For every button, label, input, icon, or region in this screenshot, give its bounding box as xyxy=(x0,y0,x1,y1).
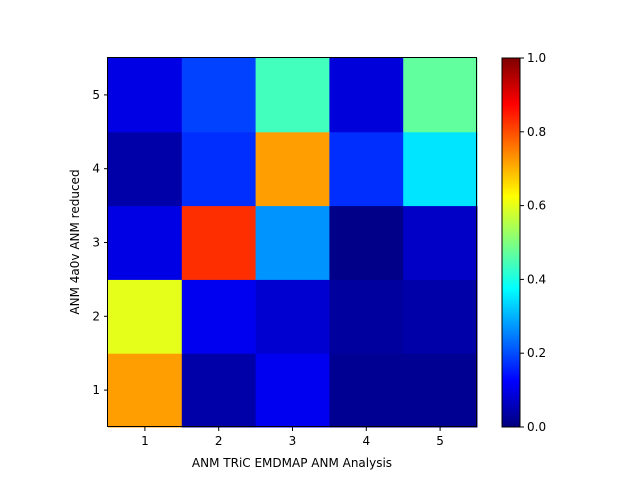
heatmap-cells xyxy=(108,58,478,428)
heatmap-cell-2-2 xyxy=(181,279,257,354)
x-axis-ticks: 1 2 3 4 5 xyxy=(141,427,444,448)
heatmap-cell-3-2 xyxy=(181,205,257,280)
heatmap-cell-3-4 xyxy=(329,205,404,280)
heatmap-cell-5-5 xyxy=(403,58,478,133)
heatmap-cell-4-3 xyxy=(255,131,330,207)
heatmap-cell-2-5 xyxy=(403,279,478,354)
heatmap-cell-4-1 xyxy=(108,131,183,207)
heatmap-cell-5-4 xyxy=(329,58,404,133)
heatmap-cell-1-1 xyxy=(108,353,183,428)
heatmap-cell-4-5 xyxy=(403,131,478,207)
y-tick-label: 4 xyxy=(92,162,100,176)
y-tick-label: 3 xyxy=(92,236,100,250)
colorbar-tick-label: 1.0 xyxy=(527,51,546,65)
heatmap-cell-5-3 xyxy=(255,58,330,133)
colorbar xyxy=(501,57,521,428)
y-tick-label: 5 xyxy=(92,88,100,102)
y-tick-label: 1 xyxy=(92,383,100,397)
colorbar-tick-label: 0.0 xyxy=(527,420,546,434)
y-axis-ticks: 1 2 3 4 5 xyxy=(92,88,108,397)
x-tick-label: 1 xyxy=(141,434,149,448)
heatmap-cell-2-1 xyxy=(108,279,183,354)
heatmap-cell-2-3 xyxy=(255,279,330,354)
x-tick-label: 4 xyxy=(362,434,370,448)
colorbar-tick-label: 0.4 xyxy=(527,272,546,286)
colorbar-tick-label: 0.8 xyxy=(527,125,546,139)
heatmap-cell-3-5 xyxy=(403,205,478,280)
y-axis-label: ANM 4a0v ANM reduced xyxy=(68,169,82,314)
colorbar-tick-label: 0.2 xyxy=(527,346,546,360)
x-tick-label: 2 xyxy=(215,434,223,448)
heatmap-cell-1-5 xyxy=(403,353,478,428)
colorbar-ticks: 0.0 0.2 0.4 0.6 0.8 1.0 xyxy=(520,51,546,434)
heatmap-cell-1-4 xyxy=(329,353,404,428)
heatmap-cell-1-2 xyxy=(181,353,257,428)
heatmap-cell-3-1 xyxy=(108,205,183,280)
heatmap-cell-5-1 xyxy=(108,58,183,133)
heatmap-cell-2-4 xyxy=(329,279,404,354)
x-tick-label: 5 xyxy=(436,434,444,448)
y-tick-label: 2 xyxy=(92,309,100,323)
heatmap-cell-4-2 xyxy=(181,131,257,207)
x-axis-label: ANM TRiC EMDMAP ANM Analysis xyxy=(192,456,392,470)
x-tick-label: 3 xyxy=(289,434,297,448)
heatmap-cell-3-3 xyxy=(255,205,330,280)
heatmap-cell-5-2 xyxy=(181,58,257,133)
colorbar-tick-label: 0.6 xyxy=(527,199,546,213)
heatmap-cell-4-4 xyxy=(329,131,404,207)
heatmap-cell-1-3 xyxy=(255,353,330,428)
